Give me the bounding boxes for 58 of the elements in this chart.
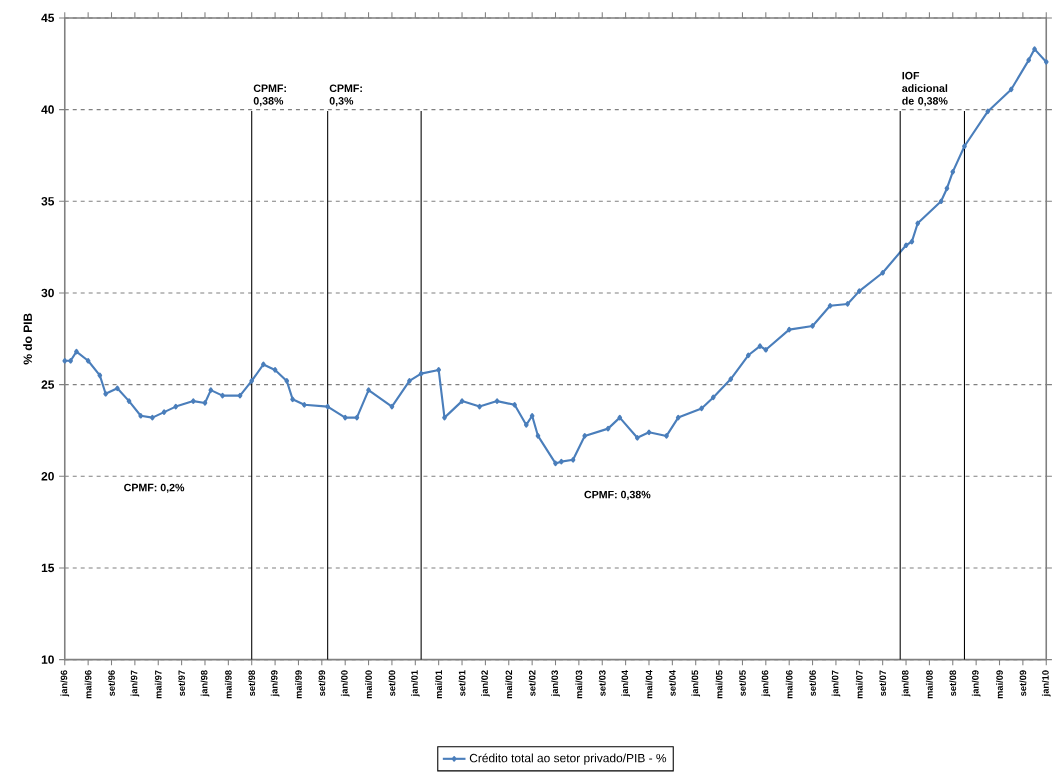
x-tick-label: jan/08 <box>901 670 911 697</box>
x-tick-label: mai/07 <box>855 670 863 699</box>
x-tick-label: set/06 <box>809 670 817 696</box>
x-tick-label: set/98 <box>248 670 256 696</box>
x-tick-label: jan/05 <box>691 670 701 697</box>
y-tick-label: 10 <box>41 655 54 664</box>
x-tick-label: jan/07 <box>831 670 841 697</box>
legend-label: Crédito total ao setor privado/PIB - % <box>469 753 667 765</box>
x-tick-label: jan/01 <box>410 670 420 697</box>
x-tick-label: mai/04 <box>645 669 653 699</box>
x-tick-label: set/02 <box>528 670 536 696</box>
x-tick-label: mai/01 <box>435 670 443 699</box>
x-tick-label: set/97 <box>178 670 186 696</box>
x-tick-label: jan/04 <box>621 669 630 697</box>
x-tick-label: mai/09 <box>996 670 1003 699</box>
x-tick-label: jan/97 <box>130 670 140 697</box>
ref-line-label: IOF adicional de 0,38% <box>902 71 948 107</box>
y-tick-label: 25 <box>41 380 55 389</box>
x-tick-label: jan/98 <box>200 670 210 697</box>
x-tick-label: mai/97 <box>154 670 162 699</box>
x-tick-label: mai/98 <box>224 670 232 699</box>
ref-line-label: CPMF: 0,3% <box>329 84 362 107</box>
x-tick-label: jan/00 <box>340 670 350 697</box>
annotation: CPMF: 0,38% <box>584 490 651 500</box>
x-tick-label: set/01 <box>458 670 466 696</box>
y-axis-title: % do PIB <box>23 313 32 365</box>
x-tick-label: set/08 <box>949 670 957 696</box>
x-tick-label: set/99 <box>318 670 326 696</box>
ref-line-label: CPMF: 0,38% <box>253 84 286 107</box>
x-tick-label: set/07 <box>879 670 887 696</box>
y-tick-label: 15 <box>41 563 55 573</box>
x-tick-label: set/96 <box>108 670 115 696</box>
x-tick-label: jan/96 <box>60 670 70 697</box>
x-tick-label: mai/08 <box>925 670 933 699</box>
x-tick-label: set/03 <box>598 670 606 696</box>
x-tick-label: mai/06 <box>785 670 793 699</box>
x-tick-label: jan/02 <box>481 670 490 697</box>
x-tick-label: mai/00 <box>365 670 373 699</box>
x-tick-label: mai/03 <box>575 670 583 699</box>
y-tick-label: 35 <box>41 196 55 206</box>
x-tick-label: jan/09 <box>971 670 981 697</box>
y-tick-label: 30 <box>41 288 54 298</box>
x-tick-label: set/05 <box>739 670 746 696</box>
y-tick-label: 45 <box>41 13 55 23</box>
x-tick-label: jan/10 <box>1041 670 1051 697</box>
x-tick-label: set/04 <box>668 669 676 696</box>
x-tick-label: mai/02 <box>505 670 513 699</box>
annotation: CPMF: 0,2% <box>124 483 185 493</box>
x-tick-label: set/09 <box>1019 670 1027 696</box>
x-tick-label: mai/96 <box>84 670 92 699</box>
x-tick-label: jan/99 <box>270 670 280 697</box>
x-tick-label: jan/03 <box>551 670 560 697</box>
x-tick-label: mai/99 <box>295 670 302 699</box>
x-tick-label: set/00 <box>388 670 396 696</box>
y-tick-label: 20 <box>41 471 54 481</box>
x-tick-label: mai/05 <box>715 670 723 699</box>
x-tick-label: jan/06 <box>761 670 771 697</box>
y-tick-label: 40 <box>41 105 54 114</box>
